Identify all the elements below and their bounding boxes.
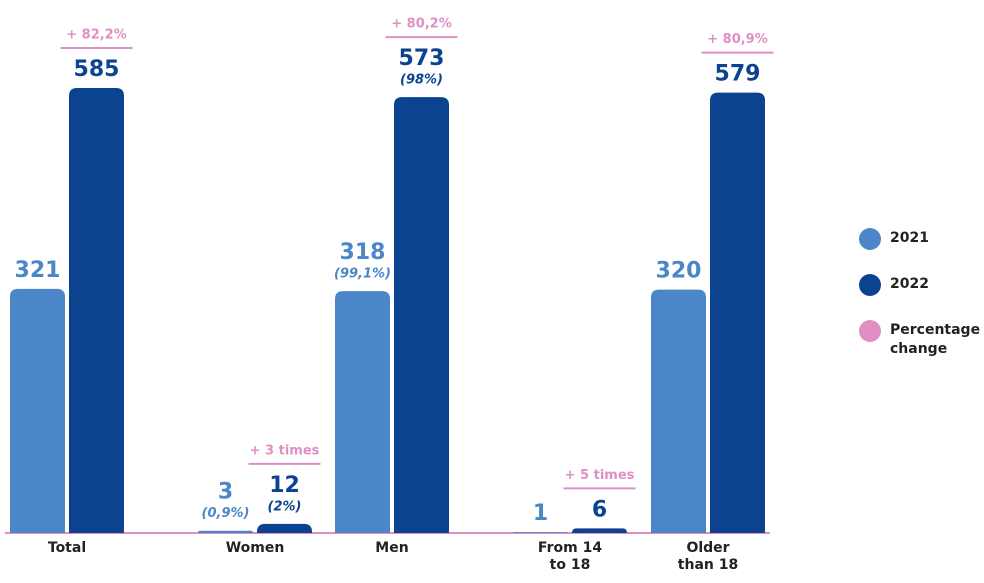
value-label: 318	[340, 240, 386, 265]
bar	[710, 92, 765, 534]
value-label: 579	[715, 62, 761, 87]
change-label: + 82,2%	[66, 28, 127, 43]
change-label: + 80,9%	[707, 32, 768, 47]
bar	[335, 291, 390, 533]
x-tick-label: Women	[225, 540, 285, 556]
value-label: 6	[592, 497, 607, 522]
x-tick-label: Men	[375, 540, 409, 556]
value-label: 12	[269, 473, 300, 498]
bar	[651, 289, 706, 533]
legend-label: Percentage change	[890, 322, 981, 357]
change-label: + 5 times	[565, 468, 635, 483]
bar	[572, 528, 627, 533]
share-label: (0,9%)	[202, 506, 250, 521]
change-label: + 3 times	[250, 443, 320, 458]
legend-swatch	[859, 274, 881, 296]
value-label: 3	[218, 480, 233, 505]
bar	[513, 532, 568, 533]
bar	[198, 530, 253, 533]
change-label: + 80,2%	[391, 17, 452, 32]
bar	[10, 288, 65, 533]
legend-label: 2022	[890, 276, 929, 292]
bar	[257, 523, 312, 533]
share-label: (98%)	[400, 73, 443, 88]
share-label: (2%)	[268, 499, 302, 514]
share-label: (99,1%)	[334, 267, 391, 282]
value-label: 585	[74, 57, 120, 82]
legend-swatch	[859, 320, 881, 342]
x-tick-label: Older than 18	[677, 540, 739, 573]
bar	[69, 88, 124, 533]
x-tick-label: Total	[47, 540, 87, 556]
legend-swatch	[859, 228, 881, 250]
value-label: 573	[399, 46, 445, 71]
bar	[394, 97, 449, 533]
x-tick-label: From 14 to 18	[537, 540, 603, 573]
value-label: 321	[15, 258, 61, 283]
value-label: 320	[656, 259, 702, 284]
value-label: 1	[533, 501, 548, 526]
legend-label: 2021	[890, 230, 929, 246]
